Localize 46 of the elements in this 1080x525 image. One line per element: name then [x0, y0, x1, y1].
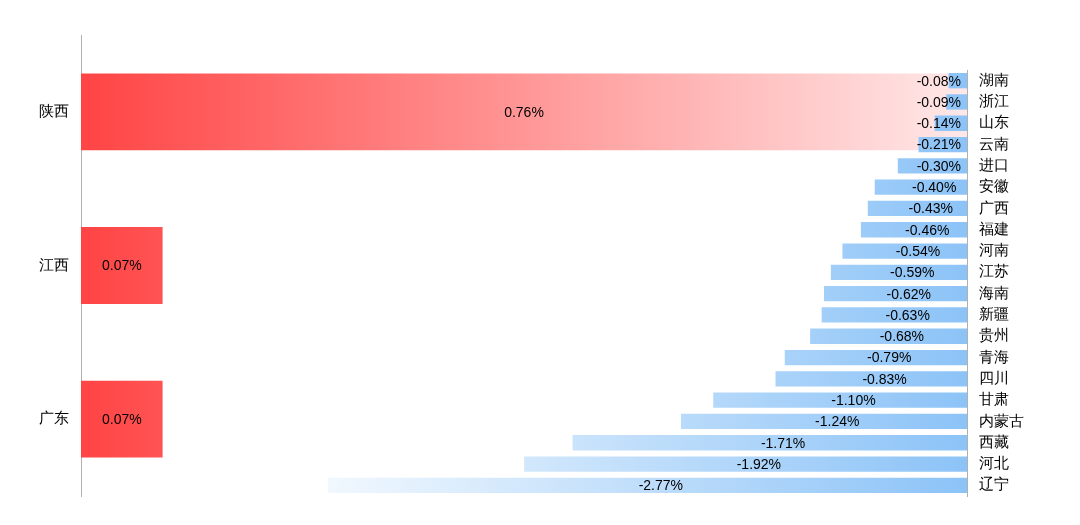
y-tick-label: 海南 [979, 283, 1009, 301]
y-tick-label: 江西 [39, 255, 69, 273]
y-tick-label: 福建 [979, 219, 1009, 237]
y-tick-label: 进口 [979, 155, 1009, 173]
data-label: 0.07% [101, 257, 142, 274]
data-label: -0.40% [911, 179, 957, 196]
y-tick-label: 河南 [979, 241, 1009, 259]
data-label: -0.63% [885, 306, 930, 323]
data-label: -0.21% [916, 136, 961, 153]
data-label: -0.43% [908, 200, 953, 217]
y-tick-label: 甘肃 [979, 390, 1009, 408]
y-tick-label: 河北 [979, 454, 1009, 472]
data-label: -0.54% [895, 242, 941, 259]
data-label: -0.62% [886, 285, 931, 302]
y-tick-label: 四川 [979, 368, 1009, 386]
data-label: -1.92% [736, 455, 782, 472]
data-label: 0.07% [101, 411, 142, 428]
y-tick-label: 内蒙古 [979, 411, 1024, 429]
y-tick-label: 辽宁 [979, 475, 1009, 493]
data-label: -0.59% [890, 264, 935, 281]
y-tick-label: 云南 [979, 134, 1009, 152]
data-label: -0.79% [867, 349, 912, 366]
y-tick-label: 广东 [39, 409, 69, 427]
y-tick-label: 山东 [979, 113, 1009, 131]
data-label: -2.77% [638, 477, 683, 494]
data-label: -0.08% [916, 72, 961, 89]
y-tick-label: 安徽 [979, 177, 1009, 195]
data-label: -1.10% [831, 392, 876, 409]
y-tick-label: 浙江 [979, 92, 1009, 110]
y-tick-label: 贵州 [979, 326, 1009, 344]
y-tick-label: 西藏 [979, 432, 1009, 450]
y-tick-label: 新疆 [979, 305, 1009, 323]
y-tick-label: 江苏 [979, 262, 1009, 280]
data-label: -0.68% [879, 328, 925, 345]
y-tick-label: 广西 [979, 198, 1009, 216]
data-label: -0.14% [916, 115, 961, 132]
data-label: -0.09% [916, 93, 961, 110]
data-label: -0.46% [905, 221, 950, 238]
data-label: -1.24% [815, 413, 860, 430]
data-label: -0.83% [862, 370, 907, 387]
data-label: -1.71% [760, 434, 806, 451]
y-tick-label: 青海 [979, 347, 1009, 365]
y-tick-label: 湖南 [979, 70, 1009, 88]
data-label: 0.76% [504, 103, 544, 120]
y-tick-label: 陕西 [39, 101, 69, 119]
data-label: -0.30% [916, 157, 961, 174]
